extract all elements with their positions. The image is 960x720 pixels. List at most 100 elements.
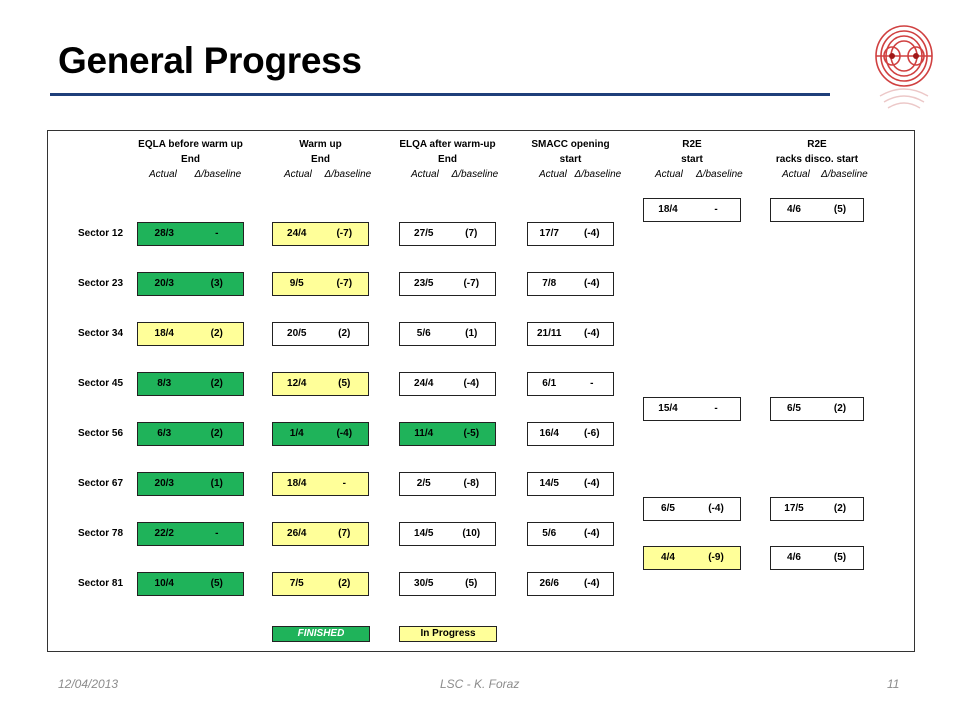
column-subheader-delta: Δ/baseline (696, 169, 743, 180)
status-cell: 20/3 (3) (137, 272, 244, 296)
status-cell: 24/4 (-7) (272, 222, 369, 246)
cell-delta-baseline: (7) (465, 228, 478, 239)
column-header: Warm up End (262, 137, 379, 167)
column-header-line2: racks disco. start (775, 154, 859, 165)
cell-actual-date: 28/3 (154, 228, 174, 239)
cell-delta-baseline: - (714, 403, 718, 414)
status-cell: 5/6 (-4) (527, 522, 614, 546)
status-cell: 17/7 (-4) (527, 222, 614, 246)
column-header: SMACC opening start (517, 137, 624, 167)
cell-actual-date: 14/5 (414, 528, 434, 539)
footer-date: 12/04/2013 (58, 677, 119, 691)
cell-delta-baseline: (2) (210, 328, 223, 339)
column-header-line2: End (438, 154, 457, 165)
cell-actual-date: 10/4 (154, 578, 174, 589)
status-cell: 1/4 (-4) (272, 422, 369, 446)
column-header-line1: ELQA after warm-up (399, 139, 496, 150)
status-cell: 18/4 - (272, 472, 369, 496)
cell-delta-baseline: (2) (833, 503, 847, 514)
column-subheader-delta: Δ/baseline (821, 169, 868, 180)
status-cell: 16/4 (-6) (527, 422, 614, 446)
legend-in-progress: In Progress (399, 626, 497, 642)
cell-delta-baseline: (-5) (463, 428, 480, 439)
column-subheader-actual: Actual (284, 169, 312, 180)
status-cell: 5/6 (1) (399, 322, 496, 346)
column-subheader-delta: Δ/baseline (574, 169, 622, 180)
cell-delta-baseline: (5) (833, 204, 847, 215)
column-subheader-actual: Actual (782, 169, 810, 180)
cell-delta-baseline: - (714, 204, 718, 215)
cell-delta-baseline: (2) (338, 578, 351, 589)
status-cell: 7/8 (-4) (527, 272, 614, 296)
status-cell: 15/4 - (643, 397, 741, 421)
column-subheader-delta: Δ/baseline (451, 169, 499, 180)
cell-delta-baseline: (-4) (583, 478, 600, 489)
column-header: R2E start (633, 137, 751, 167)
status-cell: 4/6 (5) (770, 546, 864, 570)
cell-actual-date: 17/5 (784, 503, 804, 514)
status-cell: 18/4 - (643, 198, 741, 222)
cern-lhc-logo-icon (875, 25, 933, 109)
status-cell: 24/4 (-4) (399, 372, 496, 396)
cell-actual-date: 6/5 (661, 503, 675, 514)
cell-actual-date: 4/6 (787, 552, 801, 563)
sector-label: Sector 67 (78, 478, 124, 489)
column-subheader-delta: Δ/baseline (194, 169, 242, 180)
status-cell: 8/3 (2) (137, 372, 244, 396)
cell-delta-baseline: (-4) (583, 528, 600, 539)
column-header-line2: End (181, 154, 200, 165)
cell-delta-baseline: (-4) (583, 328, 600, 339)
cell-actual-date: 18/4 (287, 478, 307, 489)
cell-actual-date: 15/4 (658, 403, 678, 414)
status-cell: 6/5 (-4) (643, 497, 741, 521)
cell-actual-date: 11/4 (414, 428, 434, 439)
cell-delta-baseline: (5) (210, 578, 223, 589)
column-header: EQLA before warm up End (127, 137, 254, 167)
sector-label: Sector 12 (78, 228, 124, 239)
status-cell: 9/5 (-7) (272, 272, 369, 296)
status-cell: 6/1 - (527, 372, 614, 396)
cell-delta-baseline: (-4) (583, 578, 600, 589)
status-cell: 30/5 (5) (399, 572, 496, 596)
status-cell: 28/3 - (137, 222, 244, 246)
status-cell: 17/5 (2) (770, 497, 864, 521)
cell-actual-date: 6/3 (157, 428, 172, 439)
cell-actual-date: 26/6 (539, 578, 559, 589)
column-subheader-actual: Actual (655, 169, 683, 180)
cell-actual-date: 27/5 (414, 228, 434, 239)
cell-delta-baseline: - (342, 478, 346, 489)
cell-actual-date: 4/4 (661, 552, 675, 563)
status-cell: 23/5 (-7) (399, 272, 496, 296)
column-header-line1: R2E (682, 139, 702, 150)
status-cell: 6/3 (2) (137, 422, 244, 446)
status-cell: 20/5 (2) (272, 322, 369, 346)
cell-delta-baseline: - (215, 528, 219, 539)
cell-actual-date: 18/4 (154, 328, 174, 339)
cell-delta-baseline: (1) (465, 328, 478, 339)
column-subheader-actual: Actual (411, 169, 439, 180)
cell-actual-date: 21/11 (537, 328, 562, 339)
cell-actual-date: 17/7 (539, 228, 559, 239)
sector-label: Sector 23 (78, 278, 124, 289)
status-cell: 4/6 (5) (770, 198, 864, 222)
cell-actual-date: 9/5 (289, 278, 304, 289)
status-cell: 18/4 (2) (137, 322, 244, 346)
legend-finished: FINISHED (272, 626, 370, 642)
cell-actual-date: 7/5 (289, 578, 304, 589)
cell-delta-baseline: (2) (210, 378, 223, 389)
cell-actual-date: 23/5 (414, 278, 434, 289)
sector-label: Sector 34 (78, 328, 124, 339)
cell-delta-baseline: - (590, 378, 594, 389)
status-cell: 12/4 (5) (272, 372, 369, 396)
cell-actual-date: 16/4 (539, 428, 559, 439)
status-cell: 26/4 (7) (272, 522, 369, 546)
cell-delta-baseline: (-9) (708, 552, 724, 563)
column-header-line1: Warm up (299, 139, 342, 150)
footer-page-number: 11 (887, 677, 900, 691)
cell-actual-date: 5/6 (542, 528, 557, 539)
status-cell: 6/5 (2) (770, 397, 864, 421)
cell-delta-baseline: (-4) (583, 278, 600, 289)
status-cell: 22/2 - (137, 522, 244, 546)
cell-actual-date: 2/5 (416, 478, 431, 489)
cell-actual-date: 5/6 (416, 328, 431, 339)
